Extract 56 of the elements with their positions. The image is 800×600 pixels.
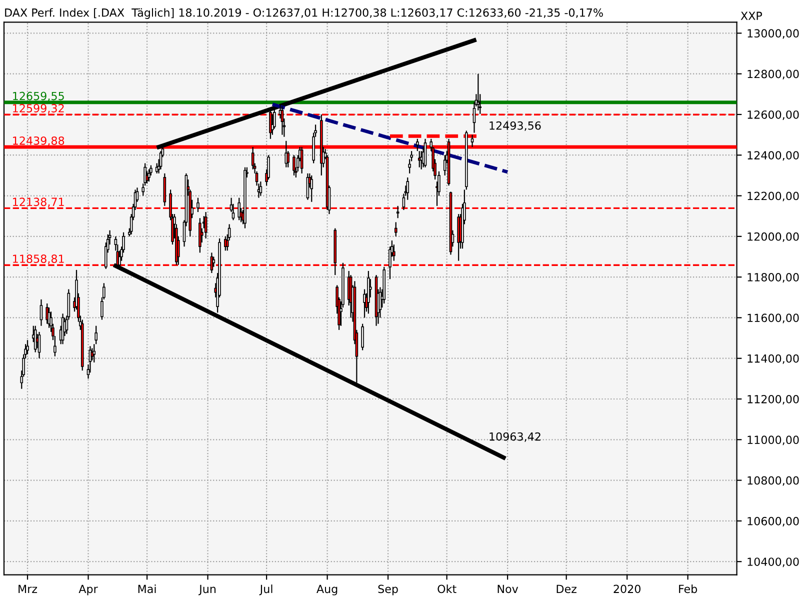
y-tick-label: 11200,00 xyxy=(748,394,799,405)
y-tick-label: 11600,00 xyxy=(748,314,799,324)
x-tick-label: Aug xyxy=(316,584,338,596)
ref-line-label: 11858,81 xyxy=(13,254,64,264)
ref-line-label: 12599,32 xyxy=(13,104,64,114)
x-tick-label: Okt xyxy=(438,584,456,594)
candlestick xyxy=(48,306,50,328)
candlestick xyxy=(198,218,202,254)
candlestick xyxy=(406,176,410,200)
x-tick-label: Sep xyxy=(378,584,398,596)
x-tick-label: Jun xyxy=(198,584,216,596)
y-tick-label: 12000,00 xyxy=(748,232,799,242)
y-tick-label: 10800,00 xyxy=(748,476,799,486)
candlestick xyxy=(26,340,29,355)
annotation: 12493,56 xyxy=(490,121,541,131)
candlestick xyxy=(470,134,474,148)
x-tick-label: Mai xyxy=(138,584,156,594)
candlestick xyxy=(259,180,262,196)
annotation: 10963,42 xyxy=(490,432,540,442)
candlestick xyxy=(292,154,296,176)
x-tick-label: Nov xyxy=(498,584,518,594)
y-tick-label: 12400,00 xyxy=(748,151,799,161)
candlestick xyxy=(40,298,43,326)
y-tick-label: 10600,00 xyxy=(748,516,799,526)
x-tick-label: Mrz xyxy=(18,584,38,593)
candlestick xyxy=(361,323,364,351)
y-tick-label: 10400,00 xyxy=(748,558,799,568)
y-tick-label: 11400,00 xyxy=(748,354,799,364)
x-tick-label: Jul xyxy=(259,584,272,596)
candlestick xyxy=(204,211,208,239)
x-tick-label: 2020 xyxy=(614,584,640,594)
candlestick xyxy=(424,138,427,168)
x-tick-label: Apr xyxy=(78,584,98,596)
candlestick xyxy=(416,138,419,152)
x-tick-label: Dez xyxy=(556,584,576,594)
candlestick xyxy=(396,205,400,219)
y-axis-title: XXP xyxy=(740,12,762,20)
y-tick-label: 12800,00 xyxy=(748,70,799,80)
y-tick-label: 13000,00 xyxy=(748,29,799,39)
ref-line-label: 12659,55 xyxy=(13,92,64,102)
candlestick xyxy=(310,174,314,202)
candlestick xyxy=(92,344,96,363)
y-tick-label: 11800,00 xyxy=(748,273,799,283)
y-tick-label: 12200,00 xyxy=(748,192,799,202)
ref-line-label: 12439,88 xyxy=(13,136,64,146)
y-tick-label: 12600,00 xyxy=(748,110,799,120)
candlestick xyxy=(196,197,200,213)
y-tick-label: 11000,00 xyxy=(748,436,799,446)
candlestick xyxy=(38,331,41,359)
candlestick xyxy=(394,222,398,237)
x-tick-label: Feb xyxy=(679,584,698,594)
chart-title: DAX Perf. Index [.DAX Täglich] 18.10.2019 - O:12637,01 H:12700,38 L:12603,17 C:12633,60 -21,35 -0,17% xyxy=(5,8,603,19)
ref-line-label: 12138,71 xyxy=(13,198,64,208)
candlestick xyxy=(94,325,98,345)
candlestick xyxy=(238,197,241,221)
candlestick xyxy=(148,168,150,182)
